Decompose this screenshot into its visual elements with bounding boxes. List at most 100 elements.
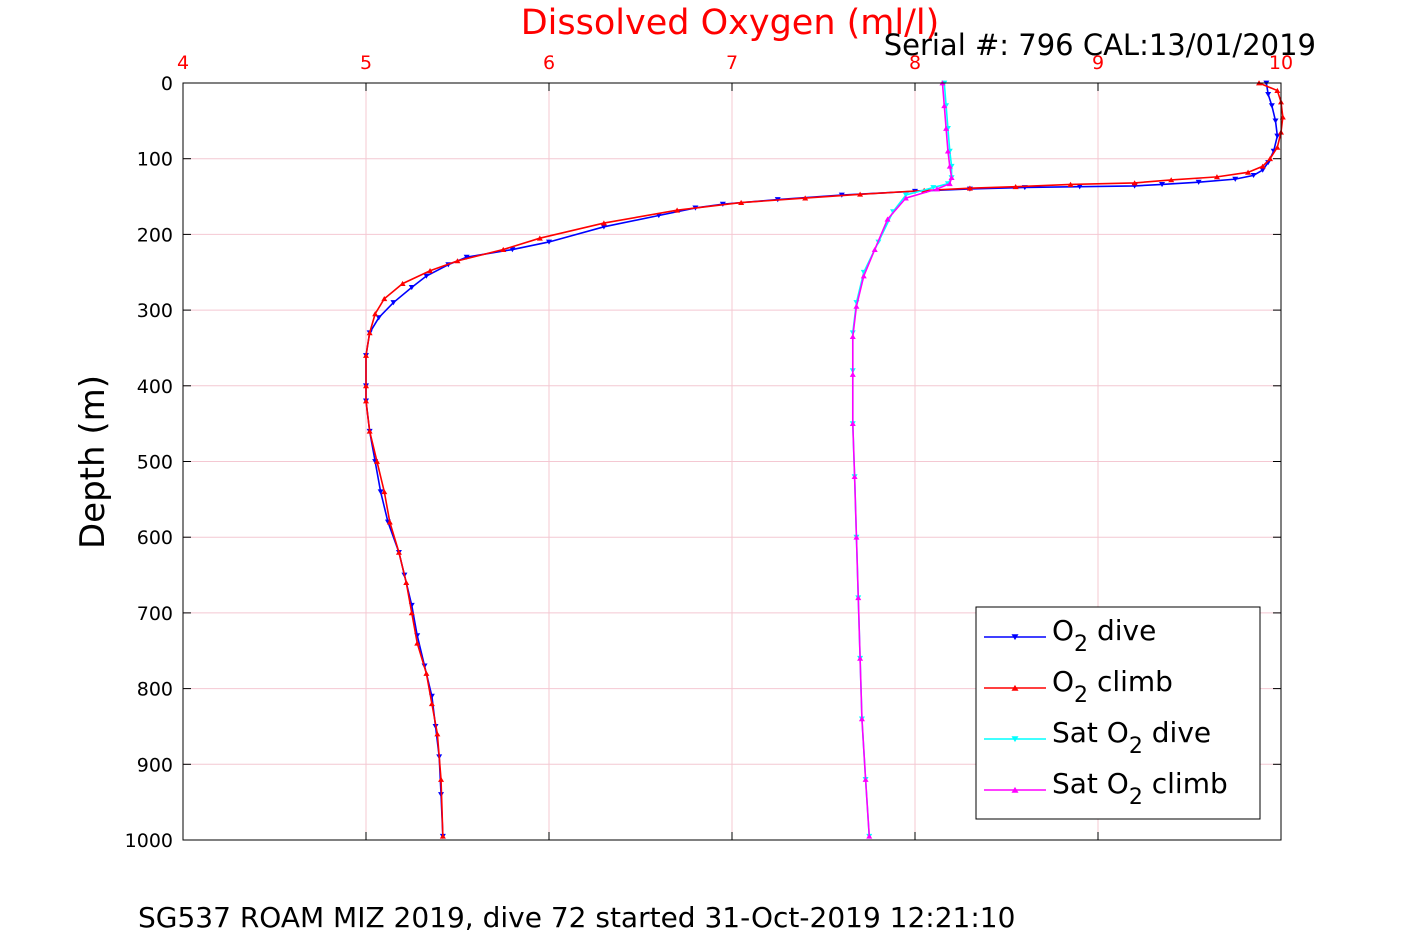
y-tick-label: 100 [137,149,173,171]
data-point [944,148,951,154]
x-tick-label: 4 [177,52,189,74]
data-point [438,776,445,782]
legend-label-suffix: dive [1088,614,1156,647]
x-tick-label: 7 [726,52,738,74]
data-point [943,125,950,131]
data-point [933,186,940,192]
legend-marker [1011,736,1019,743]
data-point [377,489,384,495]
data-point [463,254,470,260]
data-point [375,315,382,321]
plot-frame [182,82,1282,841]
data-point [366,330,373,336]
data-point [871,246,878,252]
serial-cal-label: Serial #: 796 CAL:13/01/2019 [884,28,1316,62]
legend-label-main: O [1052,665,1074,698]
y-tick-labels: 0 100 200 300 400 500 600 700 800 900 1000 [125,73,173,852]
legend-label-subscript: 2 [1129,785,1143,810]
chart-title: Dissolved Oxygen (ml/l) [521,3,940,43]
data-point [403,579,410,586]
data-point [423,670,430,676]
data-point [858,716,865,722]
legend-label-subscript: 2 [1074,632,1088,657]
data-point [439,833,446,839]
data-point [363,398,369,404]
data-point [390,300,397,306]
y-tick-label: 800 [137,679,173,701]
legend-label: Sat O2 dive [1052,716,1211,759]
data-point [1268,103,1275,109]
series-layer [363,80,1286,839]
y-tick-label: 300 [137,300,173,322]
data-point [408,284,415,291]
data-point [600,220,607,226]
data-point [1259,167,1266,173]
data-point [902,192,909,198]
data-point [851,473,858,480]
data-point [381,489,388,495]
data-point [802,195,809,201]
series-sat-o2-climb [849,80,955,839]
data-point [966,185,973,191]
legend-label-subscript: 2 [1074,683,1088,708]
data-point [853,534,860,540]
y-tick-label: 900 [137,754,173,776]
data-point [1250,172,1257,179]
legend-label-suffix: dive [1143,716,1211,749]
data-point [600,224,607,230]
data-point [1272,118,1279,124]
data-point [853,303,860,309]
legend-label-suffix: climb [1088,665,1173,698]
data-point [946,163,953,169]
x-tick-label: 8 [909,52,921,74]
data-point [855,595,862,601]
y-tick-label: 200 [137,224,173,246]
legend-label-subscript: 2 [1129,734,1143,759]
data-point [423,273,430,279]
data-point [1168,177,1175,183]
legend-item: Sat O2 dive [984,716,1211,759]
data-point [849,371,856,377]
data-point [849,333,856,339]
data-point [1245,169,1252,175]
data-point [1159,182,1166,188]
data-point [1213,174,1220,180]
x-tick-label: 5 [360,52,372,74]
data-point [386,519,393,525]
data-point [454,258,461,264]
data-point [1274,133,1281,139]
y-axis-label: Depth (m) [73,375,113,549]
data-point [1067,181,1074,187]
legend-marker [1011,634,1019,641]
data-point [1267,156,1274,162]
data-point [884,216,891,222]
x-tick-label: 6 [543,52,555,74]
y-tick-label: 500 [137,452,173,474]
data-point [946,180,953,187]
legend-label-main: Sat O [1052,716,1129,749]
dive-footer: SG537 ROAM MIZ 2019, dive 72 started 31-… [138,901,1015,934]
data-point [427,268,434,274]
data-point [1131,180,1138,186]
data-point [866,833,873,839]
x-tick-label: 10 [1269,52,1293,74]
data-point [1274,87,1281,93]
data-point [1265,91,1272,98]
legend-label: Sat O2 climb [1052,767,1228,810]
legend-marker [1011,684,1019,691]
data-point [849,420,856,427]
data-point [862,776,869,782]
data-point [1274,144,1281,150]
y-tick-label: 400 [137,376,173,398]
data-point [500,246,507,252]
legend-item: O2 dive [984,614,1156,657]
data-point [408,610,415,616]
data-point [366,428,373,434]
y-tick-label: 600 [137,527,173,549]
data-point [363,352,369,358]
data-point [395,549,402,555]
data-point [428,701,435,707]
data-point [948,174,955,181]
